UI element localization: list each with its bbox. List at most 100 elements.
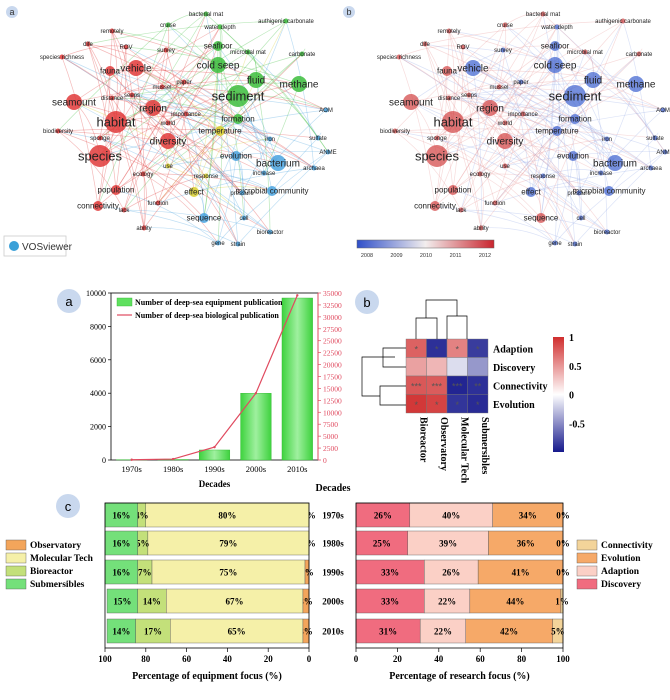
network-edge — [205, 13, 239, 245]
logo-icon — [9, 241, 19, 251]
network-edge — [480, 227, 556, 244]
equipment-value-label: 2% — [300, 568, 314, 578]
network-node — [536, 213, 546, 223]
left-x-tick-label: 20 — [264, 654, 274, 664]
right-tick-label: 22500 — [323, 349, 342, 358]
research-segment — [407, 530, 489, 556]
node-label: seamount — [52, 97, 96, 108]
line-point — [171, 457, 175, 461]
equipment-value-label: 79% — [219, 539, 237, 549]
network-edge — [448, 30, 470, 96]
right-tick-label: 10000 — [323, 408, 342, 417]
network-edge — [479, 173, 484, 229]
network-node — [109, 28, 115, 34]
network-edge — [468, 94, 580, 194]
network-edge — [73, 49, 167, 103]
node-label: cruise — [160, 23, 177, 29]
node-label: lack — [456, 208, 468, 214]
network-node — [502, 163, 508, 169]
network-node — [552, 240, 558, 246]
node-label: species — [78, 148, 123, 163]
node-label: sponge — [427, 136, 447, 142]
network-edge — [448, 97, 666, 153]
node-label: response — [531, 174, 556, 180]
node-label: authigenic carbonate — [595, 19, 651, 25]
network-edge — [97, 70, 111, 207]
right-tick-label: 27500 — [323, 325, 342, 334]
network-edge — [502, 45, 586, 53]
network-edge — [203, 64, 219, 219]
network-edge — [542, 175, 610, 192]
network-edge — [205, 169, 265, 177]
network-node — [165, 22, 171, 28]
network-edge — [203, 20, 287, 219]
network-node — [502, 22, 508, 28]
left-legend-label: Bioreactor — [30, 567, 74, 577]
network-edge — [237, 151, 329, 245]
network-edge — [167, 151, 329, 167]
vos-cluster-panel: species habitat sediment vehicle diversity se… — [6, 6, 337, 248]
node-label: sponge — [90, 136, 110, 142]
network-edge — [185, 45, 219, 115]
node-label: microbial mat — [567, 50, 603, 56]
network-edge — [448, 97, 496, 204]
network-node — [325, 149, 331, 155]
network-edge — [410, 101, 602, 174]
network-node — [235, 241, 241, 247]
equipment-segment — [170, 618, 304, 644]
network-edge — [135, 67, 279, 164]
network-edge — [530, 51, 586, 193]
node-label: use — [163, 164, 173, 170]
network-edge — [131, 94, 243, 194]
network-edge — [99, 137, 205, 219]
node-label: temperature — [198, 127, 242, 136]
research-segment — [465, 618, 553, 644]
network-node — [578, 215, 584, 221]
node-label: dife — [83, 42, 93, 48]
significance-stars: *** — [452, 381, 463, 391]
network-edge — [161, 13, 207, 88]
network-edge — [489, 45, 556, 109]
network-edge — [73, 101, 265, 174]
right-tick-label: 5000 — [323, 432, 338, 441]
network-node — [105, 66, 115, 76]
node-label: seafloor — [541, 42, 570, 51]
node-label: biodiversity — [43, 129, 73, 135]
network-node — [283, 18, 289, 24]
network-edge — [424, 43, 522, 83]
node-label: function — [147, 201, 168, 207]
network-node — [199, 213, 209, 223]
network-node — [93, 201, 103, 211]
network-node — [396, 54, 402, 60]
column-label: Submersibles — [479, 417, 490, 474]
research-segment — [492, 502, 564, 528]
network-node — [496, 84, 502, 90]
network-edge — [530, 186, 610, 193]
network-edge — [123, 20, 287, 211]
colorbar-tick: 2008 — [361, 253, 373, 259]
network-node — [97, 135, 103, 141]
network-edge — [157, 130, 221, 204]
network-edge — [452, 26, 558, 191]
equipment-segment — [145, 502, 310, 528]
right-legend-swatch — [576, 552, 598, 564]
network-node — [145, 100, 161, 116]
network-edge — [494, 130, 558, 204]
network-node — [239, 190, 245, 196]
network-edge — [87, 43, 315, 169]
network-node — [465, 60, 481, 76]
network-edge — [142, 173, 273, 192]
left-x-tick-label: 40 — [223, 654, 233, 664]
node-label: cell — [239, 216, 248, 222]
equipment-value-label: 15% — [113, 597, 131, 607]
network-node — [652, 135, 658, 141]
network-node — [434, 135, 440, 141]
right-x-tick-label: 40 — [434, 654, 444, 664]
right-x-tick-label: 0 — [354, 654, 359, 664]
node-label: cold seep — [534, 60, 577, 71]
network-node — [183, 111, 189, 117]
network-edge — [217, 45, 279, 164]
network-node — [123, 44, 129, 50]
equipment-bar — [281, 297, 313, 461]
